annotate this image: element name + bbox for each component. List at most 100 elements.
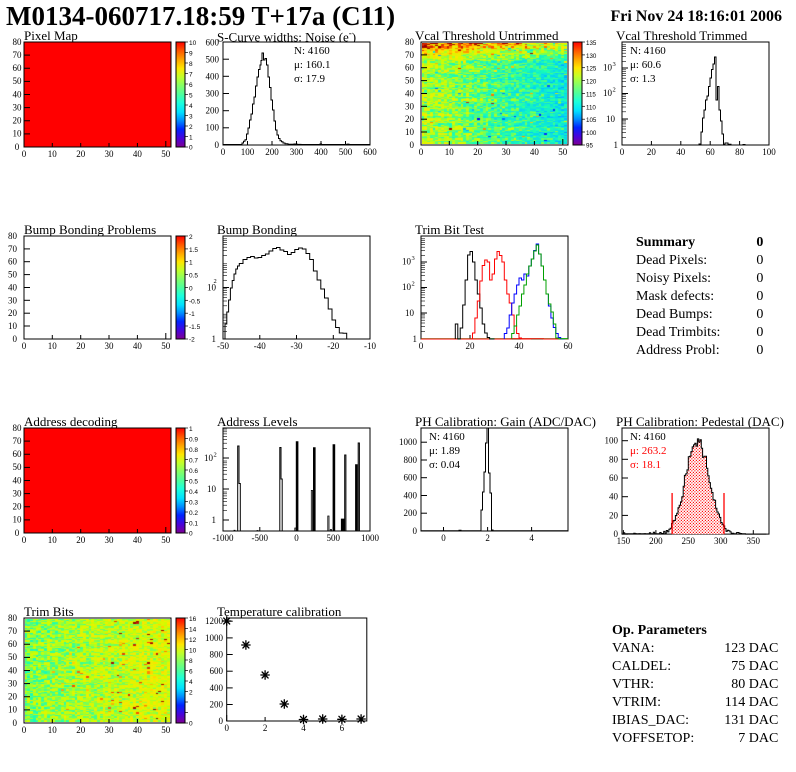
svg-text:30: 30 bbox=[13, 489, 23, 499]
svg-text:60: 60 bbox=[8, 257, 18, 267]
svg-text:14: 14 bbox=[189, 627, 197, 634]
svg-text:60: 60 bbox=[8, 639, 18, 649]
svg-text:-2: -2 bbox=[189, 337, 195, 344]
svg-text:125: 125 bbox=[586, 66, 597, 73]
svg-text:80: 80 bbox=[609, 454, 619, 464]
svg-text:2: 2 bbox=[214, 278, 217, 285]
svg-text:20: 20 bbox=[405, 114, 415, 124]
svg-text:200: 200 bbox=[265, 147, 279, 157]
svg-text:N: 4160: N: 4160 bbox=[630, 431, 666, 443]
svg-text:0: 0 bbox=[189, 145, 193, 152]
svg-text:5: 5 bbox=[189, 93, 193, 100]
svg-text:μ: 1.89: μ: 1.89 bbox=[429, 445, 460, 457]
svg-text:0: 0 bbox=[15, 528, 20, 538]
svg-text:40: 40 bbox=[8, 283, 18, 293]
svg-text:4: 4 bbox=[301, 723, 306, 733]
svg-text:0: 0 bbox=[620, 147, 625, 157]
svg-text:N: 4160: N: 4160 bbox=[429, 431, 465, 443]
svg-text:300: 300 bbox=[290, 147, 304, 157]
svg-text:30: 30 bbox=[105, 341, 115, 351]
svg-text:10: 10 bbox=[603, 88, 613, 98]
svg-text:50: 50 bbox=[8, 270, 18, 280]
svg-text:300: 300 bbox=[714, 536, 728, 546]
svg-text:40: 40 bbox=[133, 725, 143, 735]
svg-text:20: 20 bbox=[8, 308, 18, 318]
svg-text:10: 10 bbox=[207, 484, 217, 494]
svg-text:10: 10 bbox=[189, 40, 197, 47]
svg-text:400: 400 bbox=[314, 147, 328, 157]
svg-text:2: 2 bbox=[412, 281, 415, 288]
svg-text:0: 0 bbox=[441, 533, 446, 543]
svg-text:10: 10 bbox=[13, 515, 23, 525]
svg-text:0.5: 0.5 bbox=[189, 479, 198, 486]
svg-text:0: 0 bbox=[215, 140, 220, 150]
svg-text:100: 100 bbox=[241, 147, 255, 157]
svg-text:0: 0 bbox=[22, 341, 27, 351]
svg-text:10: 10 bbox=[402, 257, 412, 267]
svg-text:350: 350 bbox=[747, 536, 761, 546]
svg-text:16: 16 bbox=[189, 616, 197, 623]
svg-text:30: 30 bbox=[405, 101, 415, 111]
svg-text:7: 7 bbox=[189, 72, 193, 79]
svg-text:0: 0 bbox=[219, 716, 224, 726]
svg-text:20: 20 bbox=[609, 510, 619, 520]
svg-text:0: 0 bbox=[189, 721, 193, 728]
svg-text:50: 50 bbox=[161, 725, 171, 735]
svg-text:500: 500 bbox=[339, 147, 353, 157]
svg-text:600: 600 bbox=[206, 38, 220, 48]
svg-text:20: 20 bbox=[13, 502, 23, 512]
svg-text:30: 30 bbox=[13, 103, 23, 113]
svg-text:2: 2 bbox=[214, 452, 217, 459]
svg-text:500: 500 bbox=[327, 533, 341, 543]
svg-text:2: 2 bbox=[189, 690, 193, 697]
svg-text:1.5: 1.5 bbox=[189, 247, 198, 254]
svg-text:-20: -20 bbox=[327, 341, 339, 351]
svg-text:100: 100 bbox=[206, 123, 220, 133]
svg-text:4: 4 bbox=[189, 679, 193, 686]
svg-text:1: 1 bbox=[614, 140, 619, 150]
svg-text:60: 60 bbox=[405, 63, 415, 73]
svg-text:0: 0 bbox=[410, 140, 415, 150]
svg-text:40: 40 bbox=[8, 666, 18, 676]
svg-text:80: 80 bbox=[405, 37, 415, 47]
svg-text:0: 0 bbox=[22, 725, 27, 735]
svg-text:μ: 60.6: μ: 60.6 bbox=[630, 59, 661, 71]
svg-text:2: 2 bbox=[189, 234, 193, 241]
svg-text:400: 400 bbox=[206, 72, 220, 82]
svg-text:10: 10 bbox=[445, 147, 455, 157]
svg-text:600: 600 bbox=[363, 147, 377, 157]
svg-text:0: 0 bbox=[419, 341, 424, 351]
svg-text:1000: 1000 bbox=[399, 437, 418, 447]
svg-text:μ: 263.2: μ: 263.2 bbox=[630, 445, 666, 457]
svg-text:0.9: 0.9 bbox=[189, 437, 198, 444]
svg-text:1000: 1000 bbox=[361, 533, 380, 543]
svg-text:3: 3 bbox=[189, 114, 193, 121]
svg-text:0: 0 bbox=[419, 147, 424, 157]
svg-text:20: 20 bbox=[76, 341, 86, 351]
svg-text:1: 1 bbox=[413, 334, 418, 344]
svg-text:0: 0 bbox=[189, 531, 193, 538]
svg-text:20: 20 bbox=[8, 692, 18, 702]
svg-text:40: 40 bbox=[13, 90, 23, 100]
svg-text:130: 130 bbox=[586, 53, 597, 60]
svg-text:20: 20 bbox=[76, 535, 86, 545]
svg-text:60: 60 bbox=[706, 147, 716, 157]
svg-text:30: 30 bbox=[105, 149, 115, 159]
svg-text:10: 10 bbox=[405, 308, 415, 318]
svg-text:0: 0 bbox=[22, 149, 27, 159]
svg-text:400: 400 bbox=[210, 683, 224, 693]
svg-text:10: 10 bbox=[402, 282, 412, 292]
svg-text:-1000: -1000 bbox=[213, 533, 234, 543]
svg-text:σ: 0.04: σ: 0.04 bbox=[429, 459, 460, 471]
svg-text:10: 10 bbox=[189, 648, 197, 655]
svg-text:1: 1 bbox=[189, 260, 193, 267]
svg-text:1: 1 bbox=[189, 426, 193, 433]
svg-text:500: 500 bbox=[206, 55, 220, 65]
svg-text:50: 50 bbox=[13, 76, 23, 86]
svg-text:6: 6 bbox=[189, 669, 193, 676]
svg-text:-1: -1 bbox=[189, 311, 195, 318]
svg-text:-30: -30 bbox=[291, 341, 303, 351]
svg-text:20: 20 bbox=[76, 725, 86, 735]
svg-text:135: 135 bbox=[586, 40, 597, 47]
svg-text:20: 20 bbox=[647, 147, 657, 157]
